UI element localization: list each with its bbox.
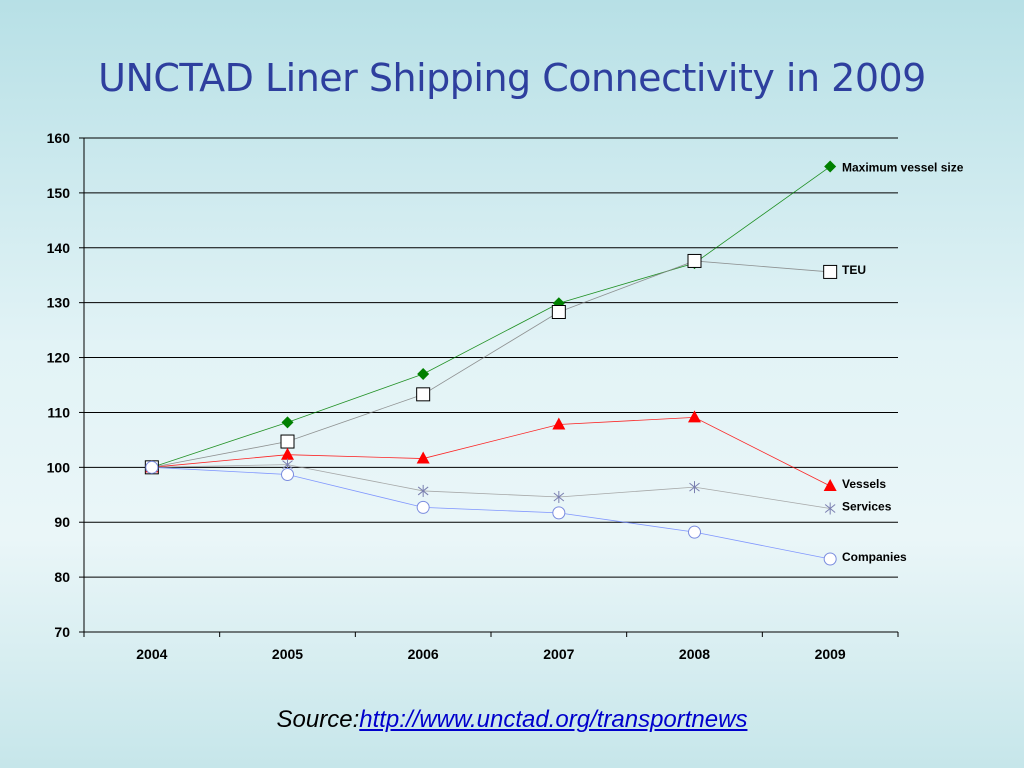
axes: 70 80 90 100 110 120 130 140 150 160 2004 2005 2006 2… [47, 130, 899, 662]
y-tick-label: 70 [54, 624, 70, 640]
marker-maximum-vessel-size [417, 368, 430, 381]
x-tick-label: 2007 [543, 646, 574, 662]
series-label-companies: Companies [842, 550, 907, 564]
marker-vessels [688, 410, 701, 423]
series-lines [151, 166, 831, 560]
series-line-maximum-vessel-size [151, 166, 831, 468]
y-tick-label: 80 [54, 569, 70, 585]
series-line-services [151, 464, 831, 509]
series-label-vessels: Vessels [842, 477, 886, 491]
marker-maximum-vessel-size [824, 160, 837, 173]
y-tick-label: 100 [47, 459, 71, 475]
marker-vessels [552, 417, 566, 430]
marker-companies [552, 506, 566, 520]
x-tick-label: 2006 [408, 646, 439, 662]
series-labels: Maximum vessel size TEU Vessels Services Com… [842, 161, 964, 564]
marker-vessels [416, 451, 430, 464]
x-tick-label: 2008 [679, 646, 710, 662]
y-tick-label: 110 [47, 404, 70, 420]
marker-teu [551, 304, 566, 319]
marker-companies [145, 460, 159, 474]
marker-companies [688, 525, 701, 539]
y-tick-label: 130 [47, 295, 71, 311]
source-prefix: Source: [276, 706, 360, 733]
marker-teu [687, 253, 702, 268]
y-tick-label: 120 [47, 350, 71, 366]
slide-title: UNCTAD Liner Shipping Connectivity in 20… [98, 56, 926, 100]
marker-vessels [281, 447, 294, 460]
x-tick-label: 2005 [272, 646, 303, 662]
series-line-teu [151, 260, 831, 468]
marker-services [417, 484, 429, 497]
marker-services [553, 490, 565, 503]
y-tick-label: 140 [47, 240, 71, 256]
source-link[interactable]: http://www.unctad.org/transportnews [359, 706, 748, 733]
x-tick-label: 2009 [815, 646, 846, 662]
series-label-maximum-vessel-size: Maximum vessel size [842, 161, 964, 175]
marker-maximum-vessel-size [281, 416, 294, 429]
series-label-teu: TEU [842, 263, 866, 277]
marker-teu [823, 264, 838, 279]
marker-services [824, 502, 836, 515]
marker-teu [416, 387, 431, 402]
y-tick-label: 90 [54, 514, 70, 530]
marker-companies [416, 500, 430, 514]
y-tick-label: 160 [47, 130, 71, 146]
gridlines [84, 137, 898, 578]
series-label-services: Services [842, 500, 892, 514]
marker-vessels [823, 478, 837, 491]
series-line-companies [151, 466, 831, 560]
x-tick-label: 2004 [136, 646, 167, 662]
source-citation: Source:http://www.unctad.org/transportne… [0, 706, 1024, 734]
marker-services [689, 481, 700, 494]
marker-companies [281, 467, 294, 481]
marker-teu [280, 434, 295, 449]
marker-companies [823, 552, 837, 566]
series-markers [144, 160, 838, 566]
line-chart: 70 80 90 100 110 120 130 140 150 160 2004 2005 2006 2… [47, 130, 964, 662]
y-tick-label: 150 [47, 185, 71, 201]
series-line-vessels [151, 416, 831, 487]
